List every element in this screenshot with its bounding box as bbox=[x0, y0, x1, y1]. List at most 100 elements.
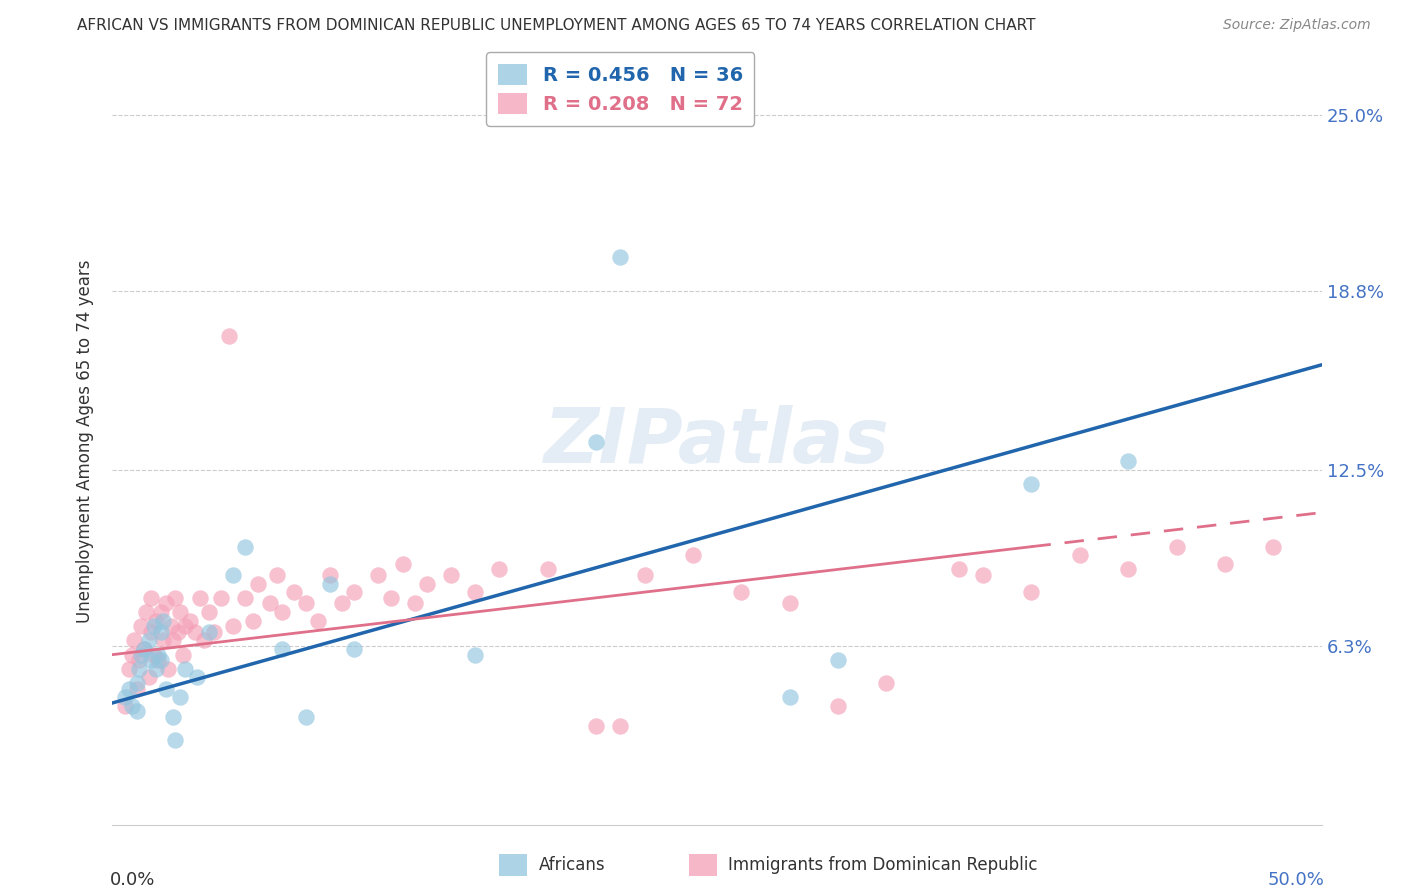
Point bbox=[114, 698, 136, 713]
Point bbox=[159, 619, 181, 633]
Point bbox=[307, 614, 329, 628]
Point bbox=[149, 605, 172, 619]
Point bbox=[148, 653, 170, 667]
Point bbox=[131, 619, 153, 633]
Point bbox=[1263, 540, 1285, 554]
Point bbox=[404, 597, 426, 611]
Point bbox=[148, 648, 170, 662]
Point bbox=[125, 705, 148, 719]
Point bbox=[295, 597, 318, 611]
Point bbox=[682, 548, 704, 562]
Point bbox=[270, 605, 292, 619]
Point bbox=[948, 562, 970, 576]
Point bbox=[149, 653, 172, 667]
Point bbox=[1213, 557, 1236, 571]
Text: AFRICAN VS IMMIGRANTS FROM DOMINICAN REPUBLIC UNEMPLOYMENT AMONG AGES 65 TO 74 Y: AFRICAN VS IMMIGRANTS FROM DOMINICAN REP… bbox=[77, 18, 1036, 33]
Point bbox=[114, 690, 136, 705]
Point bbox=[169, 605, 191, 619]
Text: Africans: Africans bbox=[538, 855, 605, 874]
Point bbox=[162, 633, 184, 648]
Point bbox=[488, 562, 510, 576]
Point bbox=[440, 568, 463, 582]
Point bbox=[118, 681, 141, 696]
Point bbox=[537, 562, 560, 576]
Point bbox=[121, 648, 143, 662]
Point bbox=[585, 719, 607, 733]
Point bbox=[198, 624, 221, 639]
Point bbox=[633, 568, 655, 582]
Point bbox=[135, 605, 157, 619]
Point bbox=[330, 597, 353, 611]
Point bbox=[138, 670, 160, 684]
Point bbox=[609, 719, 631, 733]
Point bbox=[319, 568, 342, 582]
Point bbox=[235, 591, 257, 605]
Point bbox=[222, 619, 245, 633]
Point bbox=[1116, 562, 1139, 576]
Point bbox=[141, 624, 163, 639]
Point bbox=[149, 624, 172, 639]
Point bbox=[155, 681, 177, 696]
Point bbox=[152, 614, 174, 628]
Point bbox=[145, 614, 167, 628]
Point bbox=[188, 591, 211, 605]
Point bbox=[222, 568, 245, 582]
Point bbox=[174, 662, 197, 676]
Point bbox=[132, 642, 155, 657]
Point bbox=[172, 648, 194, 662]
Point bbox=[122, 633, 145, 648]
Point bbox=[125, 676, 148, 690]
Point bbox=[157, 662, 180, 676]
Text: 50.0%: 50.0% bbox=[1267, 871, 1324, 889]
Point bbox=[141, 653, 163, 667]
Point bbox=[152, 633, 174, 648]
Point bbox=[209, 591, 232, 605]
Point bbox=[283, 585, 305, 599]
Point bbox=[972, 568, 994, 582]
Text: Immigrants from Dominican Republic: Immigrants from Dominican Republic bbox=[728, 855, 1038, 874]
Point bbox=[609, 250, 631, 264]
Point bbox=[235, 540, 257, 554]
Point bbox=[125, 681, 148, 696]
Point bbox=[464, 648, 486, 662]
Text: Source: ZipAtlas.com: Source: ZipAtlas.com bbox=[1223, 18, 1371, 32]
Point bbox=[121, 698, 143, 713]
Point bbox=[131, 648, 153, 662]
Point bbox=[128, 653, 150, 667]
Point bbox=[585, 434, 607, 449]
Point bbox=[128, 662, 150, 676]
Point bbox=[730, 585, 752, 599]
Point bbox=[166, 624, 188, 639]
Point bbox=[779, 690, 801, 705]
Point bbox=[259, 597, 281, 611]
Point bbox=[118, 662, 141, 676]
Point bbox=[242, 614, 264, 628]
Point bbox=[1116, 454, 1139, 468]
Point bbox=[186, 670, 208, 684]
Point bbox=[155, 597, 177, 611]
Point bbox=[165, 591, 187, 605]
Point bbox=[319, 576, 342, 591]
Point bbox=[162, 710, 184, 724]
Point bbox=[464, 585, 486, 599]
Point bbox=[138, 633, 160, 648]
Point bbox=[295, 710, 318, 724]
Point bbox=[1069, 548, 1091, 562]
Point bbox=[875, 676, 897, 690]
Text: ZIPatlas: ZIPatlas bbox=[544, 405, 890, 478]
Y-axis label: Unemployment Among Ages 65 to 74 years: Unemployment Among Ages 65 to 74 years bbox=[76, 260, 94, 624]
Point bbox=[169, 690, 191, 705]
Point bbox=[142, 619, 165, 633]
Point bbox=[827, 653, 849, 667]
Point bbox=[132, 642, 155, 657]
Legend: R = 0.456   N = 36, R = 0.208   N = 72: R = 0.456 N = 36, R = 0.208 N = 72 bbox=[486, 53, 755, 126]
Point bbox=[193, 633, 215, 648]
Point bbox=[827, 698, 849, 713]
Text: 0.0%: 0.0% bbox=[110, 871, 156, 889]
Point bbox=[416, 576, 439, 591]
Point bbox=[141, 591, 163, 605]
Point bbox=[174, 619, 197, 633]
Point bbox=[343, 642, 366, 657]
Point bbox=[367, 568, 389, 582]
Point bbox=[246, 576, 269, 591]
